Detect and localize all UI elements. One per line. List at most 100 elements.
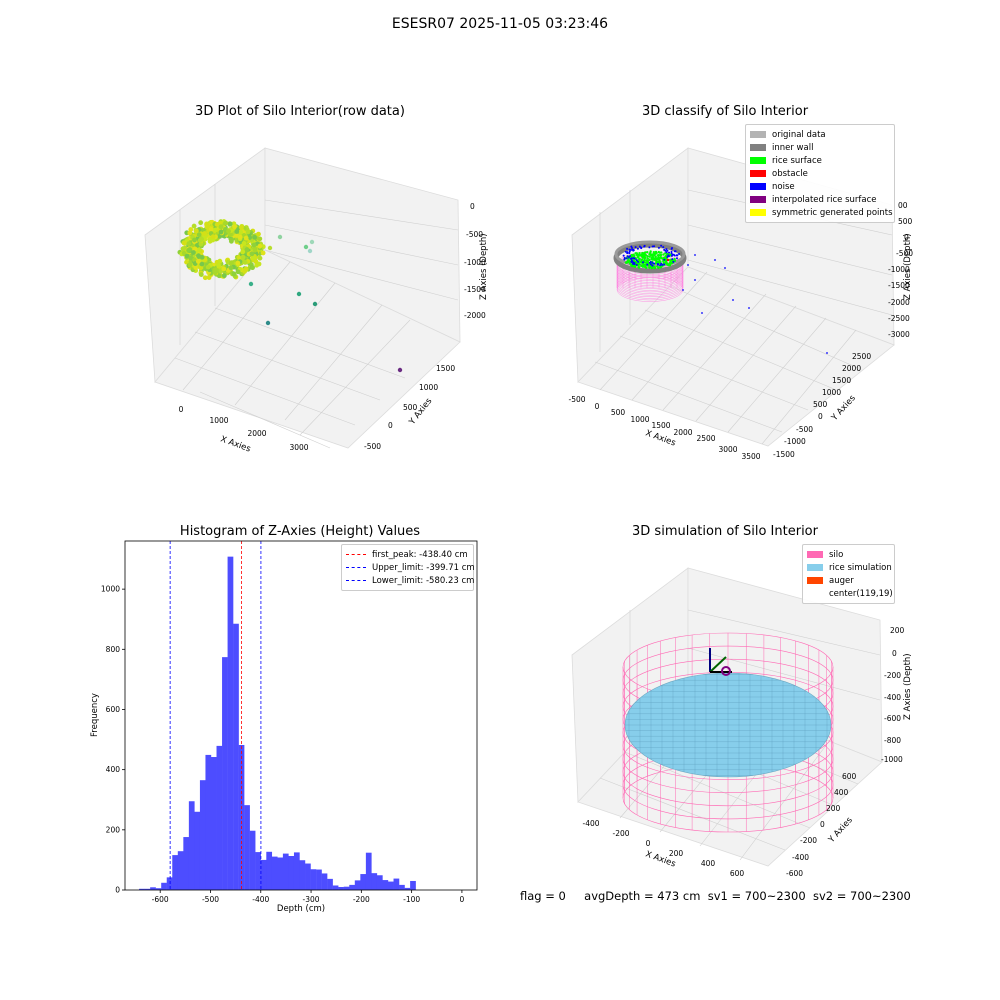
noise-point: [694, 279, 696, 281]
noise-point: [631, 262, 634, 265]
noise-point: [622, 254, 625, 257]
histogram-bar: [365, 852, 372, 890]
scatter-point: [235, 269, 241, 275]
raw-ytick: 1500: [436, 364, 455, 373]
histogram-bar: [349, 884, 356, 890]
histogram-ytick-label: 800: [106, 645, 121, 654]
histogram-bar: [188, 801, 195, 890]
scatter-point: [187, 262, 193, 268]
legend-line-swatch: [346, 567, 366, 568]
histogram-bar: [310, 869, 317, 890]
classify-xtick: 2000: [673, 428, 692, 437]
histogram-bar: [371, 873, 378, 890]
classify-pane-floor: [577, 266, 895, 447]
classify-ztick: 00: [898, 201, 908, 210]
histogram-xlabel: Depth (cm): [277, 904, 325, 914]
classify-ytick: -500: [796, 425, 813, 434]
avg-depth-text: avgDepth = 473 cm: [584, 889, 701, 903]
simulation-3d-plot: -400 -200 0 200 400 600 -600 -400 -200 0…: [571, 567, 913, 878]
noise-point: [659, 264, 662, 267]
noise-point: [676, 254, 679, 257]
noise-point: [651, 245, 654, 248]
legend-entry: center(119,19): [807, 587, 893, 600]
noise-point: [701, 312, 703, 314]
scatter-point: [257, 236, 263, 242]
noise-point: [630, 245, 633, 248]
scatter-point: [186, 241, 192, 247]
classify-xlabel: X Axies: [644, 428, 677, 448]
noise-point: [657, 246, 660, 249]
noise-point: [632, 249, 635, 252]
noise-point: [670, 247, 673, 250]
rice-surface-point: [649, 250, 652, 253]
raw-point-cloud: [177, 219, 403, 373]
rice-surface-point: [646, 250, 649, 254]
rice-surface-point: [656, 257, 659, 261]
legend-entry: inner wall: [750, 141, 890, 154]
histogram-bar: [293, 852, 300, 890]
legend-label: noise: [772, 181, 795, 192]
noise-point: [627, 256, 630, 259]
noise-point: [714, 259, 716, 261]
scatter-point: [397, 367, 403, 373]
scatter-point: [228, 238, 234, 244]
histogram-bar: [155, 888, 162, 890]
noise-point: [628, 255, 631, 258]
sim-ylabel: Y Axies: [826, 815, 855, 846]
scatter-point: [232, 224, 237, 230]
raw-zlabel: Z Axies (Depth): [479, 233, 489, 300]
rice-surface-point: [662, 253, 665, 256]
rice-surface-point: [667, 263, 670, 266]
scatter-point: [243, 235, 249, 241]
noise-point: [748, 307, 750, 309]
scatter-point: [236, 255, 242, 260]
scatter-point: [243, 267, 249, 272]
sv2-text: sv2 = 700~2300: [812, 889, 911, 903]
sim-ytick: 0: [820, 820, 825, 829]
rice-surface-point: [650, 253, 654, 256]
legend-label: Upper_limit: -399.71 cm: [372, 562, 475, 573]
rice-surface-point: [642, 254, 645, 257]
rice-surface-point: [657, 254, 660, 257]
noise-point: [663, 263, 666, 266]
rice-surface-point: [646, 257, 649, 260]
histogram-bar: [166, 877, 173, 890]
legend-swatch: [750, 157, 766, 164]
classify-3d-plot: -500 0 500 1000 1500 2000 2500 3000 3500…: [568, 147, 913, 461]
legend-entry: auger: [807, 574, 890, 587]
scatter-point: [184, 259, 189, 265]
legend-entry: noise: [750, 180, 890, 193]
noise-point: [656, 262, 659, 265]
noise-point: [670, 250, 673, 253]
rice-surface-point: [669, 258, 672, 262]
histogram-bar: [354, 880, 361, 890]
histogram-bar: [327, 878, 333, 890]
scatter-point: [267, 245, 273, 251]
raw-ztick: -500: [466, 230, 483, 239]
scatter-point: [227, 221, 233, 227]
classify-point-cloud: [613, 240, 828, 354]
raw-xtick: 3000: [289, 443, 308, 452]
noise-point: [634, 246, 637, 249]
sim-ztick: -800: [884, 736, 901, 745]
raw-ztick: 0: [470, 202, 475, 211]
scatter-point: [260, 250, 266, 256]
classify-xtick: -500: [568, 395, 585, 404]
noise-point: [640, 247, 643, 250]
legend-swatch: [750, 183, 766, 190]
noise-point: [672, 260, 675, 263]
scatter-point: [199, 254, 205, 260]
rice-surface-point: [653, 266, 656, 270]
histogram-bar: [144, 888, 151, 890]
rice-surface-point: [641, 265, 645, 268]
raw-ytick: 1000: [419, 383, 438, 392]
noise-point: [662, 246, 665, 249]
rice-surface-point: [658, 251, 662, 254]
classify-legend: original data inner wall rice surface obsta…: [745, 124, 895, 223]
legend-swatch: [807, 577, 823, 584]
noise-point: [648, 246, 651, 249]
histogram-vlines: [169, 541, 262, 890]
scatter-point: [242, 260, 248, 265]
histogram-legend-entry: first_peak: -438.40 cm: [346, 548, 469, 561]
scatter-point: [193, 228, 199, 234]
